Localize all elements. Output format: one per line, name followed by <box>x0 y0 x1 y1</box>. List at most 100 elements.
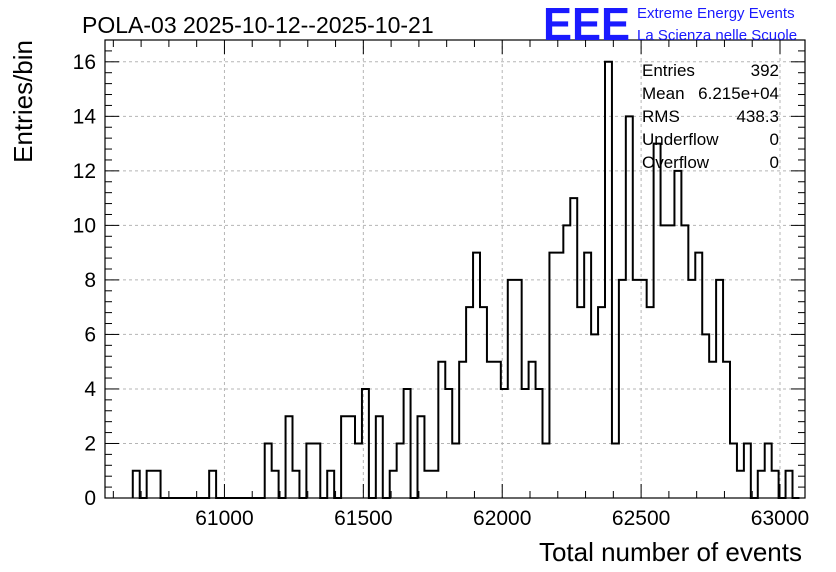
stats-label: Overflow <box>642 153 710 172</box>
y-tick-label: 16 <box>73 51 96 74</box>
histogram-bin <box>397 443 404 498</box>
histogram-bin <box>466 307 473 498</box>
histogram-bin <box>515 280 522 498</box>
y-tick-label: 8 <box>84 269 96 292</box>
histogram-bin <box>431 471 438 498</box>
histogram-bin <box>348 416 355 498</box>
histogram-bin <box>661 225 668 498</box>
histogram-bin <box>716 280 723 498</box>
stats-value: 6.215e+04 <box>698 84 779 103</box>
histogram-bin <box>730 443 737 498</box>
histogram-bin <box>473 253 480 498</box>
histogram-bin <box>147 471 154 498</box>
stats-value: 392 <box>751 61 779 80</box>
histogram-bin <box>765 443 772 498</box>
histogram-bin <box>452 443 459 498</box>
histogram-bin <box>619 280 626 498</box>
histogram-bin <box>362 389 369 498</box>
stats-box: Entries 392 Mean 6.215e+04 RMS 438.3 Underflow… <box>642 61 779 172</box>
histogram-bin <box>584 253 591 498</box>
axis-tick-labels: 61000 61500 62000 62500 63000 0 2 4 6 8 10 12 14 16 <box>73 51 810 530</box>
histogram-bin <box>154 471 161 498</box>
stats-value: 438.3 <box>736 107 779 126</box>
histogram-bin <box>674 171 681 498</box>
y-tick-label: 2 <box>84 432 96 455</box>
stats-label: RMS <box>642 107 680 126</box>
axis-ticks <box>105 39 805 499</box>
histogram-bin <box>556 253 563 498</box>
histogram-bin <box>355 443 362 498</box>
histogram-bin <box>605 62 612 498</box>
histogram-bin <box>341 416 348 498</box>
histogram-outline <box>131 60 800 499</box>
histogram-bin <box>577 307 584 498</box>
histogram-bin <box>424 471 431 498</box>
histogram-bin <box>633 280 640 498</box>
histogram-bin <box>293 471 300 498</box>
histogram-bin <box>272 471 279 498</box>
histogram-bin <box>647 307 654 498</box>
histogram-bin <box>640 280 647 498</box>
histogram-bin <box>709 362 716 498</box>
histogram-bin <box>744 443 751 498</box>
histogram-bin <box>570 198 577 498</box>
histogram-bin <box>494 362 501 498</box>
x-tick-label: 61500 <box>334 507 392 530</box>
histogram-bin <box>598 307 605 498</box>
logo-line2: La Scienza nelle Scuole <box>637 27 797 44</box>
y-tick-label: 0 <box>84 487 96 510</box>
histogram-bin <box>536 389 543 498</box>
histogram-bin <box>286 416 293 498</box>
histogram-bin <box>626 116 633 498</box>
histogram-bin <box>737 471 744 498</box>
histogram-bin <box>418 416 425 498</box>
stats-label: Underflow <box>642 130 719 149</box>
histogram-bin <box>695 253 702 498</box>
histogram-bars <box>131 60 800 499</box>
x-tick-label: 62500 <box>612 507 670 530</box>
histogram-bin <box>445 389 452 498</box>
histogram-bin <box>133 471 140 498</box>
histogram-bin <box>772 471 779 498</box>
x-tick-label: 61000 <box>195 507 253 530</box>
histogram-bin <box>501 389 508 498</box>
histogram-bin <box>487 362 494 498</box>
histogram-bin <box>591 334 598 498</box>
x-tick-label: 63000 <box>751 507 809 530</box>
histogram-bin <box>459 362 466 498</box>
histogram-bin <box>327 471 334 498</box>
histogram-bin <box>313 443 320 498</box>
histogram-bin <box>529 362 536 498</box>
logo-line1: Extreme Energy Events <box>637 5 795 22</box>
x-axis-label: Total number of events <box>539 537 802 567</box>
histogram-bin <box>522 389 529 498</box>
y-tick-label: 14 <box>73 105 97 128</box>
histogram-bin <box>549 253 556 498</box>
histogram-bin <box>654 144 661 498</box>
histogram-bin <box>668 225 675 498</box>
y-axis-label: Entries/bin <box>8 40 38 163</box>
histogram-bin <box>265 443 272 498</box>
y-tick-label: 10 <box>73 214 96 237</box>
stats-value: 0 <box>770 130 779 149</box>
histogram-bin <box>209 471 216 498</box>
histogram-bin <box>758 471 765 498</box>
histogram-bin <box>681 225 688 498</box>
histogram-bin <box>404 389 411 498</box>
histogram-bin <box>543 443 550 498</box>
logo-mark: EEE <box>543 0 630 50</box>
histogram-bin <box>480 307 487 498</box>
y-tick-label: 4 <box>84 378 96 401</box>
y-tick-label: 6 <box>84 323 96 346</box>
histogram-bin <box>306 443 313 498</box>
histogram-bin <box>702 334 709 498</box>
histogram-bin <box>612 443 619 498</box>
histogram-bin <box>723 362 730 498</box>
stats-label: Mean <box>642 84 685 103</box>
chart-title: POLA-03 2025-10-12--2025-10-21 <box>82 12 434 38</box>
histogram-bin <box>688 280 695 498</box>
histogram-bin <box>438 362 445 498</box>
eee-logo: EEE Extreme Energy Events La Scienza nel… <box>543 0 797 50</box>
stats-label: Entries <box>642 61 695 80</box>
